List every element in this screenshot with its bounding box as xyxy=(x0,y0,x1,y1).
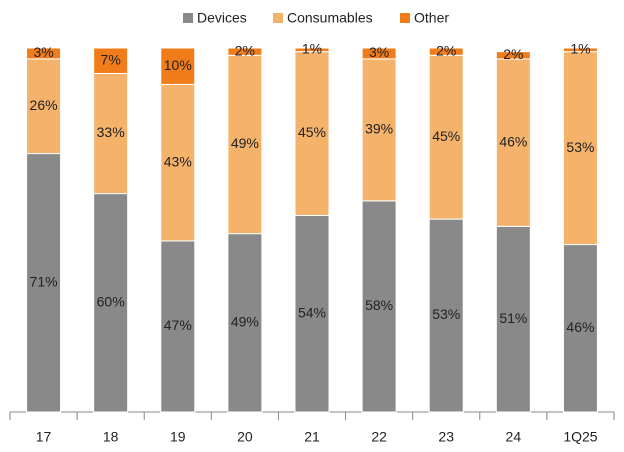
x-tick-label: 18 xyxy=(103,429,119,445)
bar-segment xyxy=(26,153,62,413)
bar-segment xyxy=(160,240,196,413)
x-tick-label: 20 xyxy=(237,429,253,445)
bar-segment xyxy=(227,54,263,235)
data-label: 45% xyxy=(298,124,326,140)
data-label: 51% xyxy=(499,310,527,326)
data-label: 54% xyxy=(298,304,326,320)
legend-label: Consumables xyxy=(287,10,373,26)
bar-segment xyxy=(495,225,531,413)
data-label: 47% xyxy=(164,317,192,333)
legend-label: Other xyxy=(414,10,449,26)
bar-segment xyxy=(428,54,464,220)
data-label: 39% xyxy=(365,121,393,137)
data-label: 53% xyxy=(432,306,460,322)
data-label: 46% xyxy=(499,133,527,149)
legend-swatch xyxy=(273,13,283,23)
data-label: 45% xyxy=(432,128,460,144)
bar-segment xyxy=(361,47,397,60)
data-label: 58% xyxy=(365,297,393,313)
bar-segment xyxy=(495,58,531,227)
x-tick-label: 21 xyxy=(304,429,320,445)
bar-segment xyxy=(227,233,263,413)
bar-segment xyxy=(294,51,330,216)
data-label: 3% xyxy=(33,44,53,60)
data-label: 71% xyxy=(30,273,58,289)
bar-segment xyxy=(93,193,129,413)
data-label: 3% xyxy=(369,44,389,60)
legend-swatch xyxy=(400,13,410,23)
data-label: 2% xyxy=(235,42,255,58)
x-tick-label: 17 xyxy=(36,429,52,445)
bar-segment xyxy=(160,83,196,242)
data-label: 2% xyxy=(503,46,523,62)
bar-segment xyxy=(227,47,263,56)
bar-segment xyxy=(26,47,62,60)
data-label: 2% xyxy=(436,42,456,58)
data-label: 7% xyxy=(101,51,121,67)
data-label: 26% xyxy=(30,97,58,113)
bar-segment xyxy=(361,200,397,413)
legend-label: Devices xyxy=(197,10,247,26)
data-label: 60% xyxy=(97,294,125,310)
data-label: 49% xyxy=(231,135,259,151)
bar-segment xyxy=(428,218,464,413)
data-label: 46% xyxy=(566,319,594,335)
x-tick-label: 23 xyxy=(438,429,454,445)
bar-segment xyxy=(495,51,531,60)
bar-segment xyxy=(93,47,129,74)
bar-segment xyxy=(428,47,464,56)
data-label: 49% xyxy=(231,314,259,330)
x-tick-label: 24 xyxy=(506,429,522,445)
data-label: 43% xyxy=(164,153,192,169)
x-tick-label: 22 xyxy=(371,429,387,445)
bar-segment xyxy=(294,47,330,53)
bar-segment xyxy=(294,214,330,413)
data-label: 1% xyxy=(302,41,322,57)
x-tick-label: 1Q25 xyxy=(563,429,597,445)
bar-segment xyxy=(160,47,196,85)
bar-segment xyxy=(562,47,598,53)
bar-segment xyxy=(93,72,129,195)
bar-segment xyxy=(562,51,598,246)
data-label: 10% xyxy=(164,57,192,73)
legend-swatch xyxy=(183,13,193,23)
data-label: 53% xyxy=(566,139,594,155)
data-label: 33% xyxy=(97,124,125,140)
bar-segment xyxy=(26,58,62,155)
x-tick-label: 19 xyxy=(170,429,186,445)
bar-segment xyxy=(361,58,397,202)
data-label: 1% xyxy=(570,41,590,57)
